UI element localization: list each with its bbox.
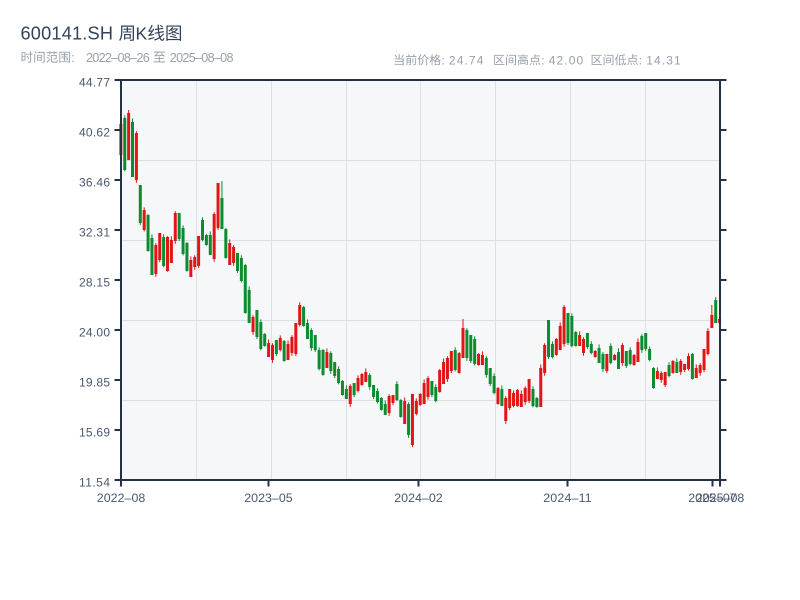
svg-text:40.62: 40.62 [79, 125, 110, 139]
svg-text:36.46: 36.46 [79, 175, 110, 189]
svg-text:24.74: 24.74 [449, 53, 484, 67]
svg-text:2024–11: 2024–11 [543, 491, 592, 505]
svg-text:2024–02: 2024–02 [394, 491, 443, 505]
svg-text:K: K [136, 24, 148, 44]
svg-text:19.85: 19.85 [79, 375, 110, 389]
svg-text:2022–08–26: 2022–08–26 [86, 51, 150, 65]
svg-text:2025–07: 2025–07 [688, 491, 737, 505]
svg-text:28.15: 28.15 [79, 275, 110, 289]
svg-text:15.69: 15.69 [79, 425, 110, 439]
svg-text:32.31: 32.31 [79, 225, 110, 239]
svg-text:42.00: 42.00 [549, 53, 584, 67]
svg-text:2023–05: 2023–05 [244, 491, 293, 505]
svg-text:44.77: 44.77 [79, 75, 110, 89]
svg-text:2025–08: 2025–08 [696, 491, 745, 505]
svg-text::: : [541, 53, 544, 67]
svg-text:14.31: 14.31 [646, 53, 681, 67]
svg-text::: : [639, 53, 642, 67]
svg-text:11.54: 11.54 [79, 475, 110, 489]
svg-text:2022–08: 2022–08 [97, 491, 146, 505]
svg-text:24.00: 24.00 [79, 325, 110, 339]
svg-text:2025–08–08: 2025–08–08 [170, 51, 234, 65]
svg-text::: : [441, 53, 444, 67]
svg-text::: : [71, 51, 75, 65]
svg-text:600141.SH: 600141.SH [21, 24, 114, 44]
